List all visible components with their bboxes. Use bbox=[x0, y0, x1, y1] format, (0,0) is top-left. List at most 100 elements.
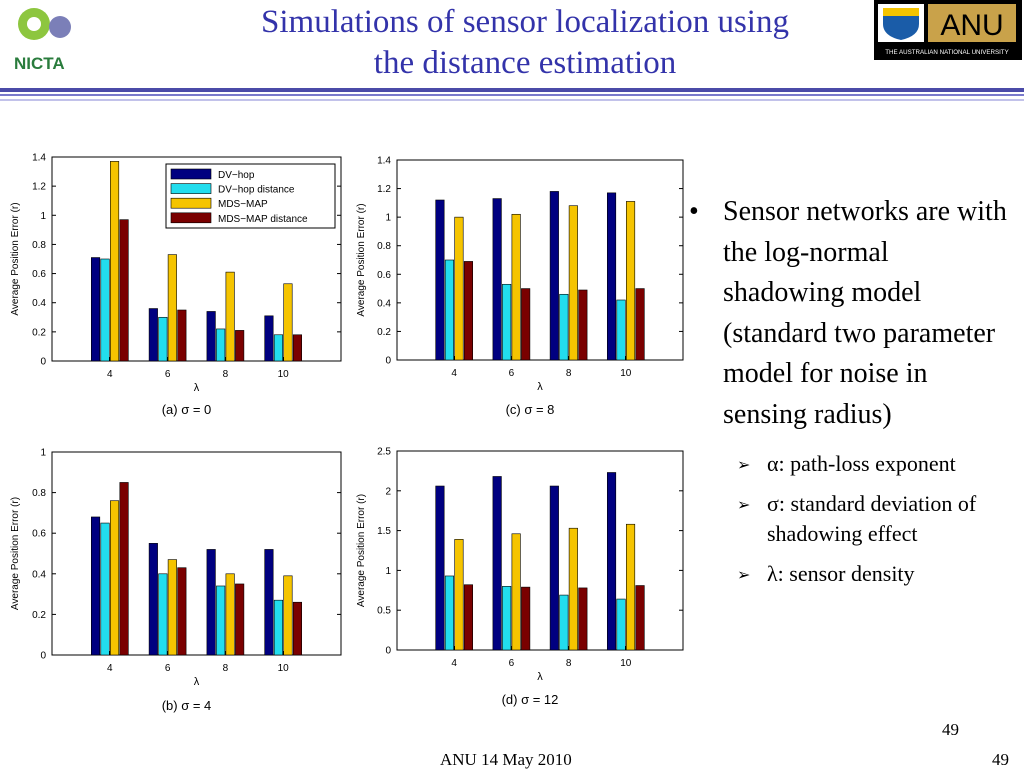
bar bbox=[444, 259, 455, 361]
bar bbox=[463, 261, 474, 361]
bar bbox=[167, 254, 177, 362]
y-tick-label: 0.4 bbox=[377, 298, 391, 309]
bar bbox=[444, 575, 455, 651]
bar bbox=[435, 485, 445, 651]
bar bbox=[206, 549, 216, 656]
sub-bullet-lambda: ➢ λ: sensor density bbox=[685, 559, 1015, 589]
y-tick-label: 0.8 bbox=[32, 488, 46, 499]
bar bbox=[119, 219, 129, 362]
bullet-list: • Sensor networks are with the log-norma… bbox=[685, 192, 1015, 589]
bar bbox=[568, 527, 578, 651]
bar bbox=[110, 500, 120, 656]
bar bbox=[521, 586, 531, 651]
bar bbox=[148, 308, 158, 362]
legend-swatch bbox=[170, 197, 212, 209]
legend-label: DV−hop bbox=[218, 170, 255, 181]
y-tick-label: 0.4 bbox=[32, 298, 46, 309]
page-number-upper: 49 bbox=[942, 720, 959, 739]
chart-caption: (a) σ = 0 bbox=[162, 402, 212, 417]
y-tick-label: 0.5 bbox=[377, 606, 391, 617]
y-tick-label: 1.5 bbox=[377, 526, 391, 537]
y-tick-label: 2 bbox=[385, 486, 391, 497]
y-tick-label: 0.8 bbox=[32, 240, 46, 251]
bar bbox=[454, 539, 464, 651]
chart-caption: (d) σ = 12 bbox=[502, 692, 559, 707]
bar bbox=[235, 330, 245, 362]
chart-plot-frame bbox=[396, 450, 684, 651]
bar bbox=[158, 316, 168, 362]
bar bbox=[148, 543, 158, 656]
bar bbox=[492, 198, 502, 361]
x-axis-label: λ bbox=[537, 381, 543, 393]
header-rule-light bbox=[0, 99, 1024, 101]
bar bbox=[177, 567, 187, 656]
y-tick-label: 1 bbox=[385, 213, 391, 224]
bar bbox=[435, 199, 445, 361]
anu-crest-band bbox=[883, 8, 919, 16]
bar bbox=[606, 192, 617, 361]
chart-caption: (b) σ = 4 bbox=[162, 698, 212, 713]
x-tick-label: 6 bbox=[509, 368, 515, 379]
x-axis-label: λ bbox=[194, 676, 200, 688]
bar bbox=[635, 288, 645, 361]
bar bbox=[549, 191, 559, 361]
bar bbox=[264, 549, 274, 656]
y-axis-label: Average Position Error (r) bbox=[10, 497, 21, 610]
bar bbox=[511, 213, 521, 361]
anu-subtext: THE AUSTRALIAN NATIONAL UNIVERSITY bbox=[885, 49, 1008, 56]
header-rule-thick bbox=[0, 88, 1024, 92]
bar bbox=[119, 482, 129, 656]
y-tick-label: 1 bbox=[385, 566, 391, 577]
bar bbox=[235, 583, 245, 656]
legend-swatch bbox=[170, 168, 212, 180]
x-tick-label: 8 bbox=[566, 368, 572, 379]
x-tick-label: 6 bbox=[165, 369, 171, 380]
legend-label: DV−hop distance bbox=[218, 185, 295, 196]
y-tick-label: 1 bbox=[40, 448, 46, 459]
bar bbox=[578, 289, 588, 361]
y-tick-label: 1.4 bbox=[377, 156, 391, 167]
x-tick-label: 4 bbox=[107, 663, 113, 674]
bar bbox=[521, 288, 531, 361]
bar bbox=[616, 299, 626, 361]
bar bbox=[578, 587, 588, 651]
bar bbox=[635, 585, 645, 651]
y-tick-label: 0.8 bbox=[377, 241, 391, 252]
bar bbox=[502, 283, 512, 361]
y-tick-label: 1 bbox=[40, 211, 46, 222]
x-tick-label: 10 bbox=[620, 368, 632, 379]
y-tick-label: 0 bbox=[385, 646, 391, 657]
bar bbox=[100, 258, 110, 362]
chart-plot-frame bbox=[51, 451, 342, 656]
bar bbox=[463, 584, 474, 651]
bar bbox=[264, 315, 274, 362]
bar bbox=[549, 485, 559, 651]
y-tick-label: 0 bbox=[40, 651, 46, 662]
y-tick-label: 1.2 bbox=[377, 184, 391, 195]
anu-logo: ANU THE AUSTRALIAN NATIONAL UNIVERSITY bbox=[874, 0, 1022, 60]
bar bbox=[110, 161, 120, 362]
arrowhead-icon: ➢ bbox=[737, 567, 751, 584]
x-tick-label: 10 bbox=[620, 658, 632, 669]
bar bbox=[216, 585, 226, 656]
bar bbox=[559, 293, 569, 361]
x-axis-label: λ bbox=[537, 671, 543, 683]
x-tick-label: 4 bbox=[107, 369, 113, 380]
y-tick-label: 0.2 bbox=[377, 327, 391, 338]
slide-title: Simulations of sensor localization using… bbox=[190, 2, 860, 84]
y-tick-label: 0.6 bbox=[32, 269, 46, 280]
bullet-main: • Sensor networks are with the log-norma… bbox=[685, 192, 1015, 435]
bar bbox=[292, 334, 303, 362]
bar bbox=[158, 573, 168, 656]
bullet-dot-icon: • bbox=[689, 196, 699, 227]
y-tick-label: 2.5 bbox=[377, 447, 391, 458]
sub-bullet-text: σ: standard deviation of shadowing effec… bbox=[767, 491, 977, 546]
arrowhead-icon: ➢ bbox=[737, 497, 751, 514]
x-tick-label: 4 bbox=[451, 658, 457, 669]
anu-wordmark-box bbox=[928, 4, 1016, 42]
y-axis-label: Average Position Error (r) bbox=[10, 202, 21, 315]
x-tick-label: 4 bbox=[451, 368, 457, 379]
y-tick-label: 0.4 bbox=[32, 569, 46, 580]
sub-bullet-sigma: ➢ σ: standard deviation of shadowing eff… bbox=[685, 489, 1015, 549]
